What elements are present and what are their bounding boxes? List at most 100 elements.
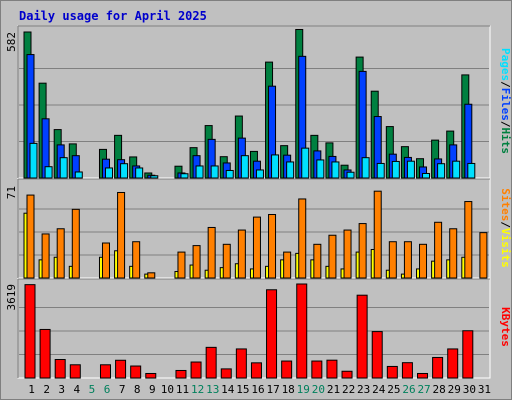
- x-tick-label: 28: [433, 383, 446, 396]
- x-tick-label: 8: [134, 383, 141, 396]
- bar-kbytes-day-20: [311, 360, 323, 379]
- x-tick-label: 1: [28, 383, 35, 396]
- x-tick-label: 3: [58, 383, 65, 396]
- bar-sites-day-18: [283, 251, 292, 279]
- bar-kbytes-day-16: [250, 362, 262, 379]
- x-tick-label: 18: [282, 383, 295, 396]
- bar-sites-day-31: [479, 232, 488, 279]
- x-tick-label: 19: [297, 383, 310, 396]
- bar-pages-day-27: [422, 172, 431, 179]
- bar-kbytes-day-2: [39, 328, 51, 379]
- x-tick-label: 21: [327, 383, 340, 396]
- bar-kbytes-day-14: [220, 368, 232, 379]
- bar-kbytes-day-11: [175, 369, 187, 379]
- x-tick-label: 24: [372, 383, 386, 396]
- bar-pages-day-12: [195, 165, 204, 179]
- x-tick-label: 30: [463, 383, 476, 396]
- bar-sites-day-1: [26, 194, 35, 279]
- bar-pages-day-4: [74, 171, 83, 179]
- bar-pages-day-22: [346, 171, 355, 179]
- bar-pages-day-24: [376, 162, 385, 179]
- bar-kbytes-day-4: [69, 364, 81, 379]
- bar-pages-day-7: [120, 163, 129, 179]
- bar-sites-day-23: [358, 223, 367, 279]
- bar-pages-day-1: [29, 142, 38, 179]
- bar-kbytes-day-8: [130, 365, 142, 379]
- bar-kbytes-day-3: [54, 359, 66, 379]
- bar-sites-day-20: [313, 243, 322, 279]
- bar-sites-day-30: [464, 201, 473, 279]
- bar-pages-day-14: [225, 169, 234, 179]
- bar-kbytes-day-22: [341, 370, 353, 379]
- legend-separator: /: [499, 81, 512, 88]
- legend-item-hits: Hits: [499, 128, 512, 155]
- x-tick-label: 14: [221, 383, 235, 396]
- bar-kbytes-day-19: [296, 283, 308, 379]
- x-tick-label: 13: [206, 383, 219, 396]
- bar-pages-day-11: [180, 173, 189, 179]
- y-max-label: 71: [5, 186, 18, 199]
- bar-sites-day-7: [117, 191, 126, 279]
- x-tick-label: 15: [236, 383, 249, 396]
- x-tick-label: 9: [149, 383, 156, 396]
- x-tick-label: 11: [176, 383, 189, 396]
- legend-item-visits: Visits: [499, 228, 512, 268]
- bar-pages-day-18: [286, 161, 295, 179]
- legend-item-pages: Pages: [499, 48, 512, 81]
- bar-sites-day-28: [434, 221, 443, 279]
- x-tick-label: 25: [387, 383, 400, 396]
- bar-sites-day-25: [388, 241, 397, 279]
- x-tick-label: 22: [342, 383, 355, 396]
- bar-kbytes-day-24: [371, 331, 383, 379]
- bar-sites-day-16: [252, 216, 261, 279]
- bar-pages-day-28: [437, 163, 446, 179]
- bar-kbytes-day-29: [447, 348, 459, 379]
- bar-sites-day-14: [222, 243, 231, 279]
- x-axis-labels: 1 2 3 4 5 6 7 8 9 10 11 12 13 14 15 16 17 18 19 20 21 22 23 24 2…: [28, 383, 491, 396]
- bar-sites-day-21: [328, 234, 337, 279]
- bar-sites-day-12: [192, 245, 201, 279]
- bar-sites-day-2: [41, 233, 50, 279]
- legend-item-kbytes: KBytes: [499, 307, 512, 347]
- bar-pages-day-2: [44, 166, 53, 179]
- bar-pages-day-29: [452, 160, 461, 179]
- bar-sites-day-6: [101, 242, 110, 279]
- x-tick-label: 29: [448, 383, 461, 396]
- bar-pages-day-6: [104, 167, 113, 179]
- bar-pages-day-21: [331, 161, 340, 179]
- bar-kbytes-day-27: [417, 372, 429, 379]
- bar-sites-day-26: [403, 241, 412, 279]
- y-max-label: 3619: [5, 284, 18, 311]
- x-tick-label: 31: [478, 383, 491, 396]
- bar-pages-day-20: [316, 159, 325, 179]
- x-tick-label: 20: [312, 383, 325, 396]
- x-tick-label: 4: [74, 383, 81, 396]
- legend-separator: /: [499, 121, 512, 128]
- bar-pages-day-30: [467, 162, 476, 179]
- bar-pages-day-26: [406, 160, 415, 179]
- legend: Pages/Files/Hits: [499, 48, 512, 154]
- panel-kbytes: 3619 KBytes: [5, 278, 512, 379]
- bar-kbytes-day-12: [190, 361, 202, 379]
- bar-pages-day-23: [361, 157, 370, 179]
- bar-kbytes-day-30: [462, 330, 474, 379]
- bar-sites-day-3: [56, 228, 65, 279]
- x-tick-label: 5: [89, 383, 96, 396]
- bar-sites-day-13: [207, 226, 216, 279]
- legend-item-sites: Sites: [499, 188, 512, 221]
- bar-sites-day-8: [132, 241, 141, 279]
- chart-title: Daily usage for April 2025: [19, 9, 207, 23]
- bar-kbytes-day-26: [401, 362, 413, 379]
- bar-kbytes-day-17: [266, 289, 278, 379]
- bar-pages-day-25: [391, 160, 400, 179]
- bar-sites-day-27: [419, 243, 428, 279]
- x-tick-label: 17: [266, 383, 279, 396]
- bar-pages-day-3: [59, 157, 68, 179]
- bar-kbytes-day-21: [326, 359, 338, 379]
- legend-item-files: Files: [499, 88, 512, 121]
- bar-kbytes-day-9: [145, 372, 157, 379]
- bar-pages-day-9: [150, 175, 159, 179]
- bar-sites-day-29: [449, 228, 458, 279]
